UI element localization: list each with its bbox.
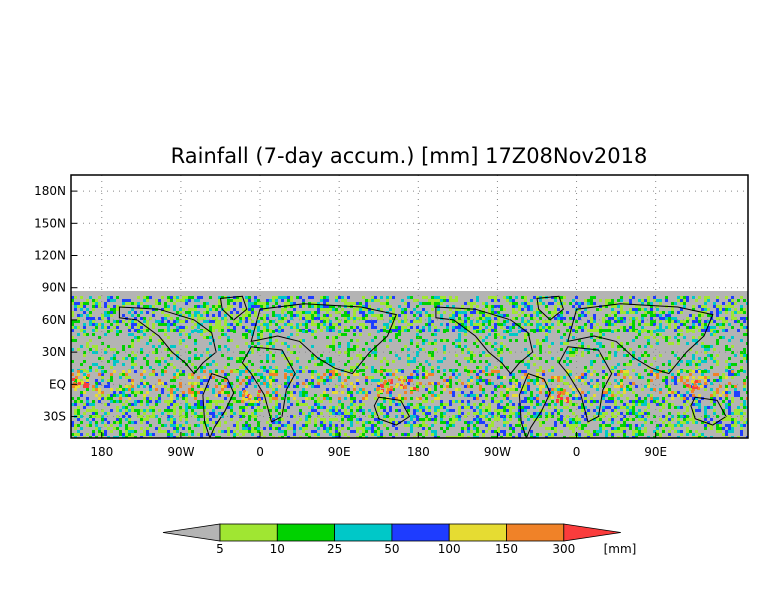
colorbar-label: 25 bbox=[327, 542, 342, 556]
coastline-north-america bbox=[435, 306, 534, 375]
lon-tick-label: 0 bbox=[256, 445, 264, 459]
lat-tick-label: 30N bbox=[42, 345, 66, 359]
lon-tick-label: 90W bbox=[484, 445, 511, 459]
continent-copy-0 bbox=[118, 295, 411, 438]
coastline-africa bbox=[558, 346, 613, 423]
colorbar-swatch bbox=[391, 523, 450, 542]
coastline-eurasia bbox=[250, 303, 397, 375]
lat-tick-label: 120N bbox=[34, 249, 66, 263]
map-frame bbox=[70, 174, 749, 439]
coastlines bbox=[118, 295, 727, 438]
colorbar-label: 100 bbox=[438, 542, 461, 556]
latitude-axis: 180N 150N 120N 90N 60N 30N EQ 30S bbox=[34, 184, 77, 424]
lat-tick-label: 60N bbox=[42, 313, 66, 327]
empty-region bbox=[71, 175, 748, 291]
coastline-greenland bbox=[219, 295, 248, 321]
colorbar-label: 10 bbox=[270, 542, 285, 556]
gridlines bbox=[71, 175, 748, 438]
lat-tick-label: 30S bbox=[43, 410, 66, 424]
coastline-australia bbox=[690, 396, 727, 426]
lat-tick-label: 180N bbox=[34, 184, 66, 198]
coastline-north-america bbox=[118, 306, 217, 375]
colorbar-swatch bbox=[506, 523, 565, 542]
colorbar-over-arrow bbox=[563, 523, 621, 542]
continent-copy-1 bbox=[435, 295, 727, 438]
lon-tick-label: 90E bbox=[644, 445, 667, 459]
coastline-south-america bbox=[518, 372, 551, 438]
coastline-south-america bbox=[202, 372, 235, 438]
map-area bbox=[71, 175, 748, 438]
chart-title: Rainfall (7-day accum.) [mm] 17Z08Nov201… bbox=[171, 144, 648, 168]
lat-tick-label: EQ bbox=[49, 377, 66, 391]
rainfall-field bbox=[71, 296, 748, 438]
rain-band-0 bbox=[71, 296, 748, 332]
colorbar-under-arrow bbox=[162, 523, 221, 542]
colorbar-label: 300 bbox=[552, 542, 575, 556]
colorbar-label: 5 bbox=[216, 542, 224, 556]
heavy-rain-spots bbox=[72, 374, 703, 403]
coastline-greenland bbox=[536, 295, 564, 321]
colorbar-swatch bbox=[219, 523, 278, 542]
lon-tick-label: 180 bbox=[90, 445, 113, 459]
lat-tick-label: 90N bbox=[42, 281, 66, 295]
rain-band-3 bbox=[71, 400, 748, 438]
colorbar-label: 50 bbox=[384, 542, 399, 556]
longitude-axis: 180 90W 0 90E 180 90W 0 90E bbox=[90, 432, 667, 459]
lon-tick-label: 90W bbox=[167, 445, 194, 459]
lon-tick-label: 180 bbox=[407, 445, 430, 459]
lat-tick-label: 150N bbox=[34, 216, 66, 230]
colorbar-swatch bbox=[448, 523, 507, 542]
colorbar: 5 10 25 50 100 150 300 [mm] bbox=[162, 523, 637, 556]
colorbar-unit: [mm] bbox=[604, 542, 637, 556]
colorbar-label: 150 bbox=[495, 542, 518, 556]
colorbar-swatch bbox=[334, 523, 393, 542]
colorbar-swatch bbox=[276, 523, 335, 542]
coastline-eurasia bbox=[567, 303, 714, 375]
lon-tick-label: 0 bbox=[573, 445, 581, 459]
coastline-australia bbox=[373, 396, 411, 426]
lon-tick-label: 90E bbox=[328, 445, 351, 459]
coastline-africa bbox=[241, 346, 296, 423]
